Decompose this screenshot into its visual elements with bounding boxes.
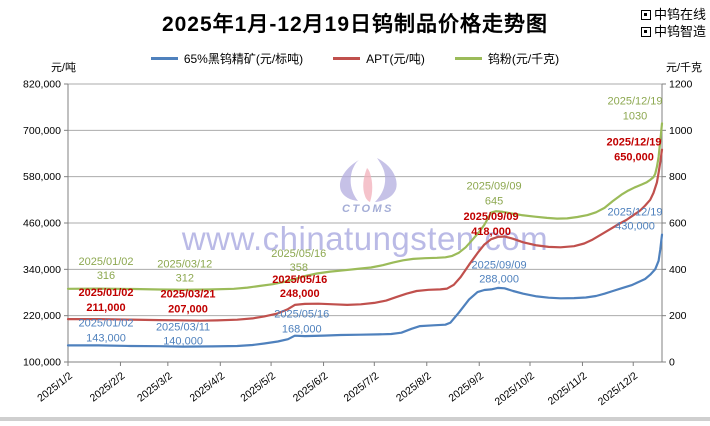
legend-label-powder: 钨粉(元/千克) [487, 52, 560, 66]
data-point-labels: 2025/01/02 316 2025/01/02 211,000 2025/01/02… [78, 95, 662, 347]
watermark: CTOMS www.chinatungsten.com [181, 158, 548, 257]
annotation-date: 2025/05/16 [274, 309, 329, 321]
svg-text:800: 800 [669, 171, 687, 183]
ctoms-logo-text: CTOMS [342, 203, 394, 215]
svg-text:2025/2/2: 2025/2/2 [88, 370, 128, 405]
annotation-date: 2025/12/19 [607, 207, 662, 219]
svg-text:2025/4/2: 2025/4/2 [188, 370, 228, 405]
annotation-value: 650,000 [614, 152, 654, 164]
svg-text:2025/3/2: 2025/3/2 [135, 370, 175, 405]
svg-text:0: 0 [669, 357, 675, 369]
annotation-value: 207,000 [168, 304, 208, 316]
bottom-edge-strip [0, 417, 710, 421]
svg-text:700,000: 700,000 [23, 125, 61, 137]
annotation-value: 248,000 [280, 288, 320, 300]
svg-text:2025/5/2: 2025/5/2 [238, 370, 278, 405]
svg-text:580,000: 580,000 [23, 171, 61, 183]
annotation-value: 288,000 [479, 273, 519, 285]
svg-text:2025/8/2: 2025/8/2 [394, 370, 434, 405]
annotation-date: 2025/12/19 [607, 95, 662, 107]
legend-line-swatch-blue [150, 57, 178, 60]
svg-text:600: 600 [669, 218, 687, 230]
svg-text:400: 400 [669, 264, 687, 276]
legend-line-swatch-red [333, 57, 361, 60]
series-line-1 [66, 148, 664, 322]
annotation-date: 2025/05/16 [271, 248, 326, 260]
legend-line-swatch-olive [454, 57, 482, 60]
annotation-value: 312 [176, 273, 194, 285]
annotation-date: 2025/09/09 [472, 259, 527, 271]
chinatungsten-logo-icon [640, 9, 651, 20]
series-lines [66, 122, 664, 348]
annotation-date: 2025/01/02 [78, 287, 133, 299]
svg-text:340,000: 340,000 [23, 264, 61, 276]
svg-text:2025/12/2: 2025/12/2 [596, 370, 640, 408]
annotation-date: 2025/01/02 [78, 256, 133, 268]
svg-text:1000: 1000 [669, 125, 693, 137]
annotation-date: 2025/09/09 [464, 211, 519, 223]
svg-text:2025/10/2: 2025/10/2 [493, 370, 537, 408]
annotation-value: 430,000 [615, 221, 655, 233]
right-axis-unit-label: 元/千克 [666, 61, 702, 74]
watermark-url: www.chinatungsten.com [181, 220, 548, 257]
annotation-value: 358 [290, 262, 308, 274]
svg-text:2025/11/2: 2025/11/2 [546, 370, 590, 408]
chinatungsten-logo-icon [640, 26, 651, 37]
svg-text:1200: 1200 [669, 79, 693, 91]
svg-text:2025/9/2: 2025/9/2 [446, 370, 486, 405]
ctoms-logo-icon [339, 158, 397, 202]
annotation-date: 2025/05/16 [272, 274, 327, 286]
brand-link-smart[interactable]: 中钨智造 [653, 24, 706, 39]
annotation-value: 1030 [623, 110, 647, 122]
svg-text:2025/7/2: 2025/7/2 [342, 370, 382, 405]
brand-links: 中钨在线 中钨智造 [640, 6, 706, 40]
chart-legend: 65%黑钨精矿(元/标吨) APT(元/吨) 钨粉(元/千克) [0, 50, 710, 67]
annotation-date: 2025/03/11 [156, 322, 210, 334]
legend-label-apt: APT(元/吨) [366, 52, 425, 66]
brand-link-row-online[interactable]: 中钨在线 [640, 6, 706, 23]
legend-item-powder: 钨粉(元/千克) [454, 50, 560, 67]
annotation-date: 2025/03/21 [160, 289, 215, 301]
legend-label-concentrate: 65%黑钨精矿(元/标吨) [183, 52, 304, 66]
left-axis-unit-label: 元/吨 [51, 61, 76, 74]
chart-title: 2025年1月-12月19日钨制品价格走势图 [161, 13, 549, 36]
svg-text:820,000: 820,000 [23, 79, 61, 91]
svg-text:2025/6/2: 2025/6/2 [291, 370, 331, 405]
legend-item-concentrate: 65%黑钨精矿(元/标吨) [150, 50, 304, 67]
series-line-0 [66, 233, 664, 348]
brand-link-online[interactable]: 中钨在线 [653, 7, 706, 22]
annotation-value: 143,000 [86, 332, 126, 344]
annotation-date: 2025/01/02 [78, 317, 133, 329]
annotation-value: 140,000 [163, 336, 203, 348]
annotation-date: 2025/12/19 [606, 137, 661, 149]
svg-text:100,000: 100,000 [23, 357, 61, 369]
annotation-date: 2025/03/12 [157, 259, 212, 271]
legend-item-apt: APT(元/吨) [333, 50, 425, 67]
annotation-value: 168,000 [282, 324, 322, 336]
svg-text:200: 200 [669, 310, 687, 322]
series-line-2 [66, 122, 664, 291]
annotation-value: 418,000 [471, 226, 511, 238]
annotation-value: 316 [97, 270, 115, 282]
svg-text:220,000: 220,000 [23, 310, 61, 322]
annotation-value: 211,000 [86, 302, 125, 314]
annotation-date: 2025/09/09 [467, 181, 522, 193]
svg-text:460,000: 460,000 [23, 218, 61, 230]
brand-link-row-smart[interactable]: 中钨智造 [640, 23, 706, 40]
annotation-value: 645 [485, 196, 503, 208]
svg-text:2025/1/2: 2025/1/2 [35, 370, 75, 405]
